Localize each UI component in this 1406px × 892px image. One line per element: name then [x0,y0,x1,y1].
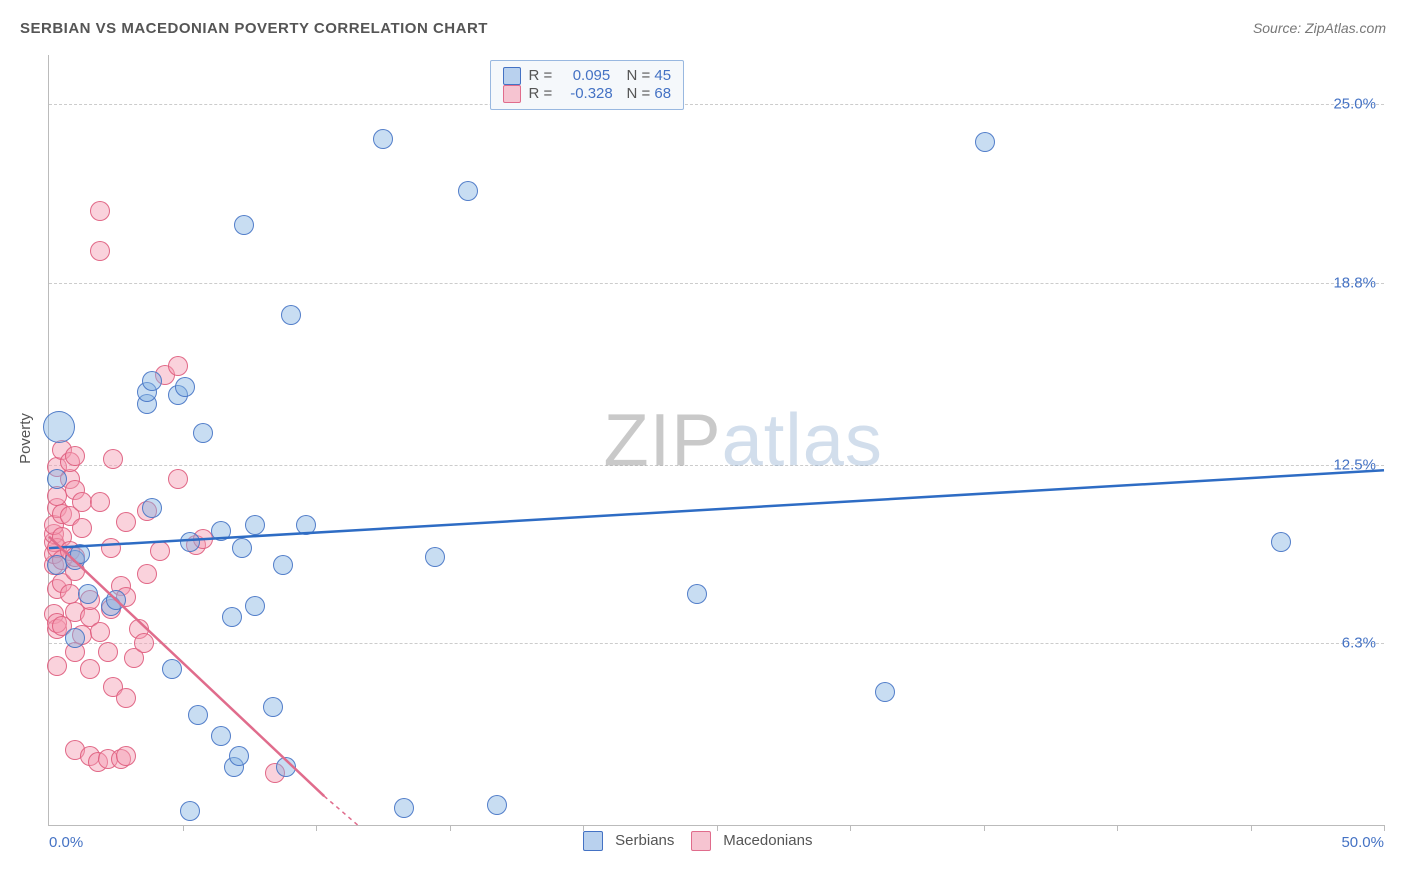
source-label: Source: ZipAtlas.com [1253,20,1386,36]
y-axis-label: Poverty [17,413,34,464]
x-max-label: 50.0% [1341,834,1384,851]
x-tick [1117,825,1118,831]
legend-correlation: R = 0.095N = 45R = -0.328N = 68 [490,60,685,110]
trendlines [49,55,1384,825]
x-tick [850,825,851,831]
x-tick [1384,825,1385,831]
legend-series: Serbians Macedonians [583,831,812,851]
x-tick [183,825,184,831]
legend-serbians-label: Serbians [615,832,674,849]
legend-macedonians-label: Macedonians [723,832,812,849]
x-tick [984,825,985,831]
chart-title: SERBIAN VS MACEDONIAN POVERTY CORRELATIO… [20,20,488,37]
x-tick [316,825,317,831]
x-tick [450,825,451,831]
plot-area: 6.3%12.5%18.8%25.0%0.0%50.0%ZIPatlasR = … [48,55,1384,826]
x-tick [1251,825,1252,831]
x-min-label: 0.0% [49,834,83,851]
